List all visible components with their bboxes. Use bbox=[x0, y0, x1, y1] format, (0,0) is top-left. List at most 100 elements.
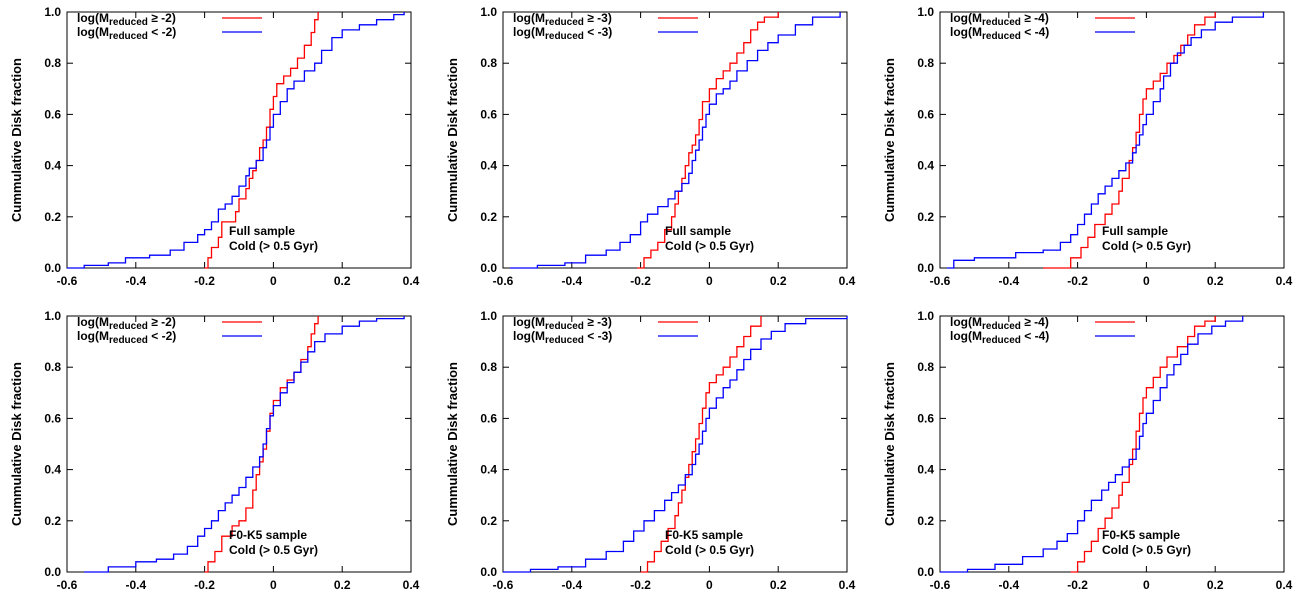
y-tick-label: 0.2 bbox=[917, 210, 934, 224]
y-tick-label: 1.0 bbox=[917, 309, 934, 323]
y-tick-label: 0.4 bbox=[44, 159, 61, 173]
x-tick-label: 0.2 bbox=[770, 578, 787, 592]
y-tick-label: 0.8 bbox=[917, 56, 934, 70]
legend-subscript: reduced bbox=[545, 321, 584, 332]
y-tick-label: 0.8 bbox=[44, 56, 61, 70]
plot-frame bbox=[66, 315, 412, 573]
chart-panel-3: 0.0 0.2 0.4 0.6 0.8 1.0 -0.6 -0.4 -0.2 0 0.2 0.4 Cum… bbox=[882, 5, 1293, 288]
legend-prefix: log(M bbox=[513, 329, 545, 343]
series-line-1 bbox=[640, 316, 762, 573]
legend-suffix: < -4) bbox=[1021, 25, 1049, 39]
y-tick-label: 1.0 bbox=[917, 5, 934, 19]
y-tick-label: 0.4 bbox=[917, 463, 934, 477]
x-tick-label: 0 bbox=[270, 274, 277, 288]
series-line-2 bbox=[946, 12, 1265, 269]
y-tick-label: 1.0 bbox=[44, 5, 61, 19]
y-tick-label: 1.0 bbox=[44, 309, 61, 323]
legend-prefix: log(M bbox=[950, 11, 982, 25]
legend-prefix: log(M bbox=[513, 315, 545, 329]
legend-subscript: reduced bbox=[982, 17, 1021, 28]
y-tick-label: 0.2 bbox=[480, 210, 497, 224]
y-tick-label: 0.2 bbox=[44, 210, 61, 224]
legend-subscript: reduced bbox=[982, 321, 1021, 332]
y-tick-label: 0.6 bbox=[44, 411, 61, 425]
y-tick-label: 0.0 bbox=[44, 565, 61, 579]
y-tick-label: 0.0 bbox=[44, 261, 61, 275]
legend-subscript: reduced bbox=[545, 31, 584, 42]
x-tick-label: 0 bbox=[1143, 274, 1150, 288]
series-line-1 bbox=[637, 12, 779, 269]
y-tick-label: 0.0 bbox=[917, 261, 934, 275]
annotation-line-2: Cold (> 0.5 Gyr) bbox=[1102, 543, 1191, 557]
legend-suffix: ≥ -4) bbox=[1021, 11, 1049, 25]
legend-label-1: log(Mreduced ≥ -3) bbox=[513, 11, 612, 28]
y-axis-label: Cummulative Disk fraction bbox=[9, 58, 24, 222]
x-tick-label: -0.2 bbox=[194, 578, 215, 592]
legend-prefix: log(M bbox=[77, 25, 109, 39]
legend-prefix: log(M bbox=[77, 315, 109, 329]
annotation-line-1: Full sample bbox=[665, 224, 731, 238]
chart-panel-5: 0.0 0.2 0.4 0.6 0.8 1.0 -0.6 -0.4 -0.2 0 0.2 0.4 Cum… bbox=[445, 309, 856, 592]
x-tick-label: 0.4 bbox=[1276, 274, 1293, 288]
y-tick-label: 0.8 bbox=[917, 360, 934, 374]
y-tick-label: 0.0 bbox=[917, 565, 934, 579]
y-tick-label: 0.6 bbox=[44, 107, 61, 121]
legend-label-1: log(Mreduced ≥ -4) bbox=[950, 11, 1049, 28]
series-line-2 bbox=[503, 316, 848, 573]
legend-subscript: reduced bbox=[109, 335, 148, 346]
plot-frame bbox=[502, 315, 848, 573]
y-axis-label: Cummulative Disk fraction bbox=[445, 362, 460, 526]
legend-subscript: reduced bbox=[545, 335, 584, 346]
x-tick-label: -0.2 bbox=[630, 274, 651, 288]
x-tick-label: 0 bbox=[270, 578, 277, 592]
plot-frame bbox=[939, 315, 1285, 573]
chart-panel-2: 0.0 0.2 0.4 0.6 0.8 1.0 -0.6 -0.4 -0.2 0 0.2 0.4 Cum… bbox=[445, 5, 856, 288]
y-tick-label: 0.2 bbox=[480, 514, 497, 528]
y-tick-label: 1.0 bbox=[480, 309, 497, 323]
legend-prefix: log(M bbox=[513, 25, 545, 39]
x-tick-label: -0.6 bbox=[57, 274, 78, 288]
legend-prefix: log(M bbox=[950, 329, 982, 343]
legend-suffix: ≥ -3) bbox=[584, 11, 612, 25]
legend-label-1: log(Mreduced ≥ -4) bbox=[950, 315, 1049, 332]
legend-prefix: log(M bbox=[77, 11, 109, 25]
x-tick-label: -0.6 bbox=[493, 578, 514, 592]
chart-panel-6: 0.0 0.2 0.4 0.6 0.8 1.0 -0.6 -0.4 -0.2 0 0.2 0.4 Cum… bbox=[882, 309, 1293, 592]
x-tick-label: 0.4 bbox=[1276, 578, 1293, 592]
y-tick-label: 0.4 bbox=[44, 463, 61, 477]
legend-prefix: log(M bbox=[950, 315, 982, 329]
x-tick-label: 0.4 bbox=[403, 578, 420, 592]
legend-suffix: ≥ -2) bbox=[148, 11, 176, 25]
legend-suffix: ≥ -3) bbox=[584, 315, 612, 329]
y-tick-label: 0.6 bbox=[917, 107, 934, 121]
annotation-line-2: Cold (> 0.5 Gyr) bbox=[229, 239, 318, 253]
x-tick-label: 0.2 bbox=[1207, 578, 1224, 592]
legend-label-2: log(Mreduced < -4) bbox=[950, 329, 1049, 346]
legend-suffix: < -3) bbox=[584, 25, 612, 39]
legend-label-2: log(Mreduced < -2) bbox=[77, 25, 176, 42]
y-tick-label: 0.0 bbox=[480, 261, 497, 275]
y-tick-label: 0.2 bbox=[44, 514, 61, 528]
x-tick-label: -0.4 bbox=[125, 578, 146, 592]
x-tick-label: -0.6 bbox=[493, 274, 514, 288]
legend-prefix: log(M bbox=[77, 329, 109, 343]
x-tick-label: 0.2 bbox=[1207, 274, 1224, 288]
x-tick-label: -0.6 bbox=[930, 274, 951, 288]
x-tick-label: 0.2 bbox=[770, 274, 787, 288]
series-line-1 bbox=[1070, 316, 1216, 573]
chart-panel-4: 0.0 0.2 0.4 0.6 0.8 1.0 -0.6 -0.4 -0.2 0 0.2 0.4 Cum… bbox=[9, 309, 420, 592]
plot-frame bbox=[502, 11, 848, 269]
legend-subscript: reduced bbox=[982, 31, 1021, 42]
legend-suffix: < -2) bbox=[148, 25, 176, 39]
x-tick-label: 0 bbox=[706, 578, 713, 592]
legend-suffix: < -3) bbox=[584, 329, 612, 343]
legend-prefix: log(M bbox=[950, 25, 982, 39]
legend-label-1: log(Mreduced ≥ -2) bbox=[77, 315, 176, 332]
annotation-line-2: Cold (> 0.5 Gyr) bbox=[229, 543, 318, 557]
series-line-1 bbox=[1043, 12, 1216, 269]
x-tick-label: 0.2 bbox=[334, 578, 351, 592]
x-tick-label: 0 bbox=[706, 274, 713, 288]
annotation-line-2: Cold (> 0.5 Gyr) bbox=[1102, 239, 1191, 253]
x-tick-label: -0.4 bbox=[561, 274, 582, 288]
